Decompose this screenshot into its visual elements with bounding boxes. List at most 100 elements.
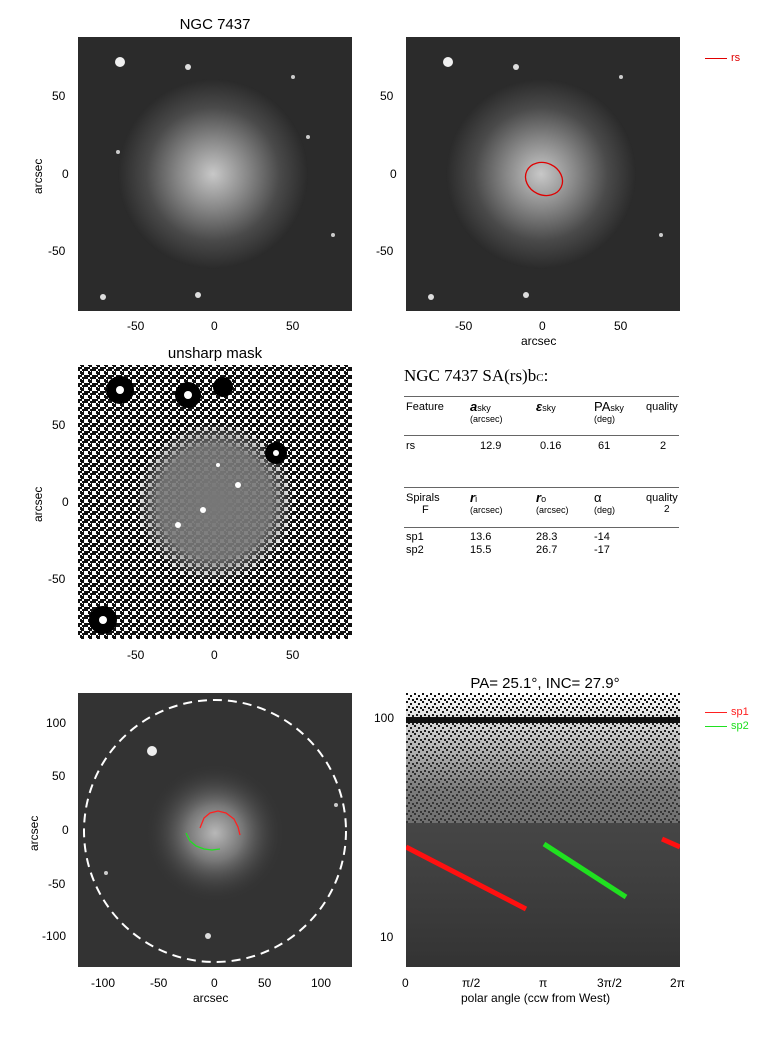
panel2-legend: rs [705,52,740,64]
panel5-ytick: 0 [62,823,69,837]
sp1-ro: 28.3 [536,531,558,543]
panel1-xtick: 0 [211,319,218,333]
panel3-xtick: 0 [211,648,218,662]
legend-sp2: sp2 [731,720,749,732]
panel5-image [78,693,352,967]
panel2-xtick: 0 [539,319,546,333]
table-title-text: NGC 7437 SA(rs)b [404,366,537,385]
panel1-image [78,37,352,311]
hdr-eps: ε [536,399,543,414]
panel6-legend-sp1: sp1 [705,706,749,718]
panel2-image [406,37,680,311]
panel3-ytick: 0 [62,495,69,509]
sp1-name: sp1 [406,531,424,543]
rs-ellipse [524,161,564,197]
panel3-ytick: 50 [52,418,66,432]
hdr-pa-sub: sky [610,403,624,413]
sp2-row: sp2 15.5 26.7 -17 [406,544,681,558]
hdr-pa: PA [594,399,611,414]
panel5-ylabel: arcsec [27,815,41,851]
rs-eps: 0.16 [540,440,562,452]
panel2-xtick: -50 [455,319,473,333]
table-title-sub: C [536,372,544,384]
panel6-xlabel: polar angle (ccw from West) [461,991,611,1005]
rs-a: 12.9 [480,440,502,452]
rs-row: rs 12.9 0.16 61 2 [406,440,681,456]
panel3-image [78,365,352,639]
hdr-a-sub: sky [477,403,491,413]
panel6-title: PA= 25.1°, INC= 27.9° [470,675,620,692]
panel2-ytick: 50 [380,89,394,103]
sp1-alpha: -14 [594,531,610,543]
panel5-ytick: -50 [48,877,66,891]
sp1-arc [199,810,241,836]
panel6-xtick: 3π/2 [597,976,622,990]
panel1-ytick: -50 [48,244,66,258]
hdr-feature: Feature [406,401,444,413]
panel6-ytick: 100 [374,711,395,725]
panel2-xtick: 50 [614,319,628,333]
unsharp-mask-image [78,365,352,639]
legend-sp1: sp1 [731,706,749,718]
panel6-legend-sp2: sp2 [705,720,749,732]
panel1-title: NGC 7437 [179,16,251,33]
hdr-quality: quality [646,401,678,413]
polar-image [406,693,680,967]
spiral-header: Spirals F ri (arcsec) ro (arcsec) α (deg… [406,490,681,526]
table-title: NGC 7437 SA(rs)bC: [404,366,548,386]
panel1-xtick: -50 [127,319,145,333]
panel1-ytick: 0 [62,167,69,181]
panel3-xtick: -50 [127,648,145,662]
sp2-fit-line [542,841,628,900]
panel3-title: unsharp mask [167,345,263,362]
sp2-ri: 15.5 [470,544,492,556]
feature-header: Feature asky (arcsec) εsky PAsky (deg) q… [406,399,681,435]
galaxy-image-1 [78,37,352,311]
panel5-ytick: 50 [52,769,66,783]
panel5-xtick: 100 [311,976,332,990]
hdr-a-unit: (arcsec) [470,414,503,424]
panel6-xtick: π [539,976,548,990]
hdr-alpha: α [594,490,602,505]
hdr-quality2: quality [646,492,678,504]
hdr-ro: r [536,490,542,505]
panel5-xtick: -100 [91,976,116,990]
hdr-spirals: Spirals [406,492,440,504]
sp1-fit-line-b [660,836,680,850]
rs-quality: 2 [660,440,667,452]
legend-rs: rs [731,52,741,64]
panel2-ytick: 0 [390,167,397,181]
hdr-quality2-val: 2 [664,504,670,515]
panel5-ytick: 100 [46,716,67,730]
panel2-ytick: -50 [376,244,394,258]
panel6-image [406,693,680,967]
hdr-ri-sub: i [475,494,478,504]
hdr-alpha-unit: (deg) [594,505,616,515]
hdr-spirals-f: F [422,504,429,516]
panel5-ytick: -100 [42,929,67,943]
sp1-ri: 13.6 [470,531,492,543]
panel3-xtick: 50 [286,648,300,662]
panel1-xtick: 50 [286,319,300,333]
sp2-ro: 26.7 [536,544,558,556]
galaxy-image-2 [406,37,680,311]
panel6-xtick: 2π [670,976,685,990]
hdr-ri: r [470,490,476,505]
hdr-a: a [470,399,478,414]
rs-name: rs [406,440,416,452]
rs-pa: 61 [598,440,611,452]
sp2-alpha: -17 [594,544,610,556]
panel5-xtick: 50 [258,976,272,990]
hdr-ri-unit: (arcsec) [470,505,503,515]
panel6-ytick: 10 [380,930,394,944]
table-title-suffix: : [543,366,549,385]
panel5-xlabel: arcsec [193,991,229,1005]
panel3-ylabel: arcsec [31,486,45,522]
hdr-ro-sub: o [541,494,547,504]
sp2-arc [185,832,221,851]
panel2-xlabel: arcsec [521,334,557,348]
sp1-row: sp1 13.6 28.3 -14 [406,531,681,545]
panel3-ytick: -50 [48,572,66,586]
sp2-name: sp2 [406,544,424,556]
panel1-ytick: 50 [52,89,66,103]
